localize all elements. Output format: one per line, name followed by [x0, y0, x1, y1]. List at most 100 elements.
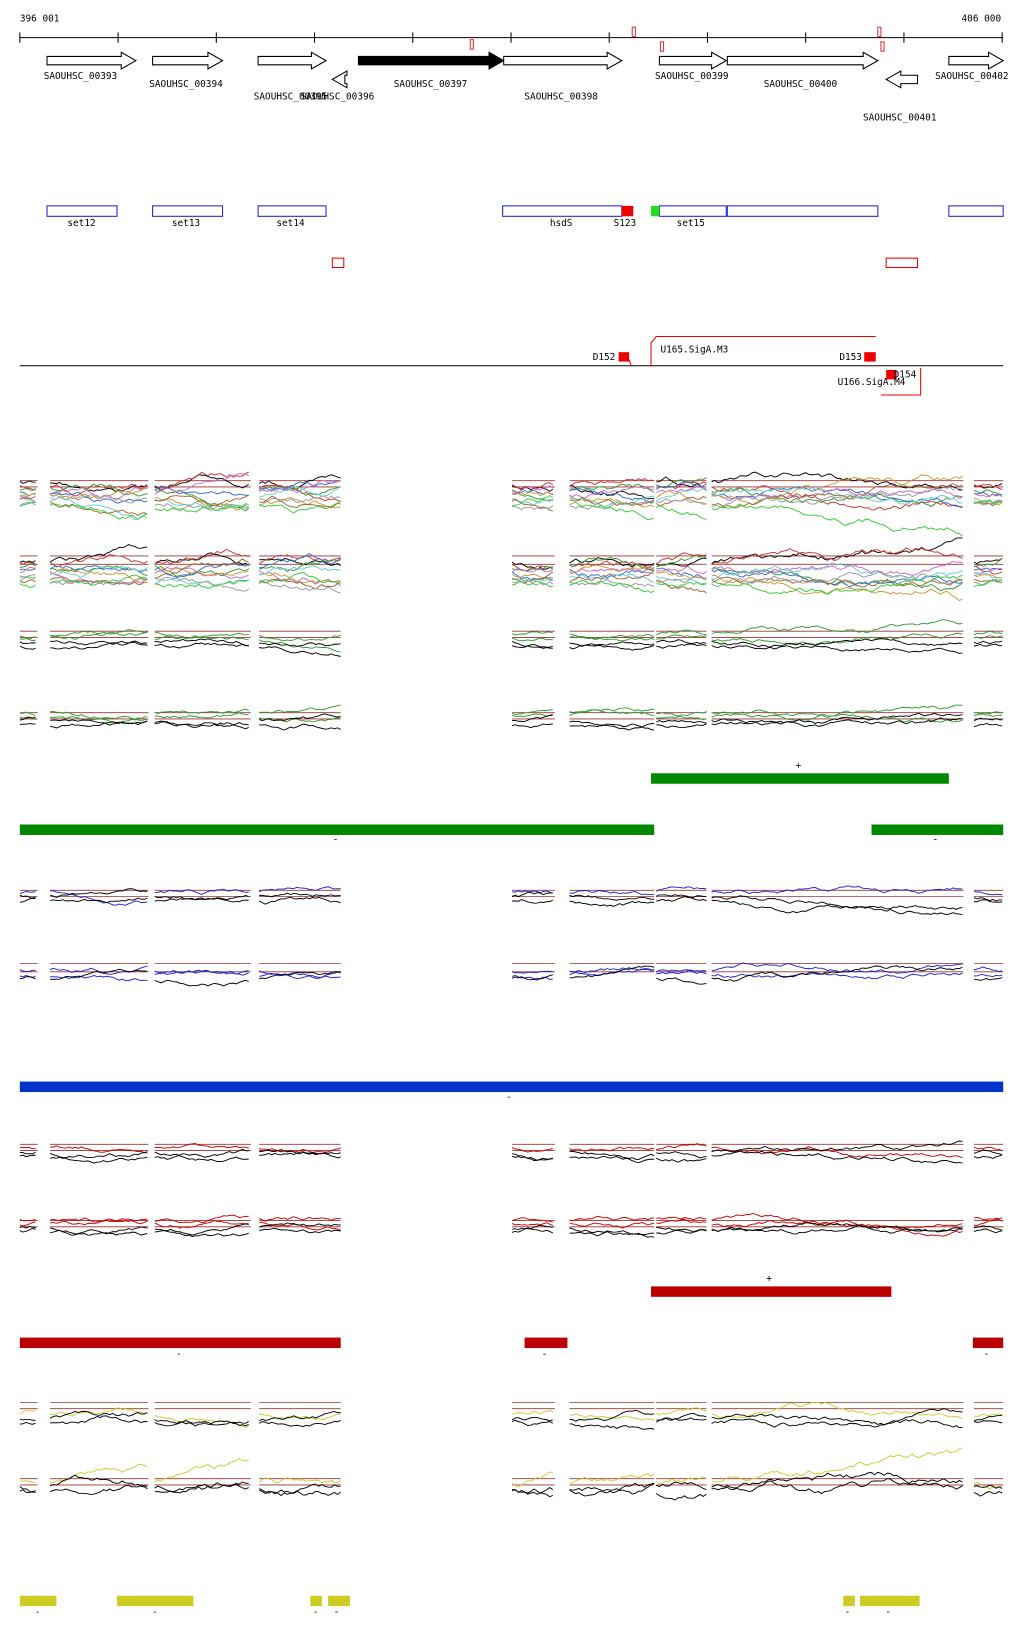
- strand-bar: [310, 1595, 322, 1607]
- gene-arrow: [658, 51, 728, 70]
- signal-line: [511, 970, 553, 974]
- signal-line: [154, 894, 249, 901]
- signal-line: [19, 579, 36, 584]
- signal-line: [511, 504, 554, 511]
- label: +: [796, 760, 802, 771]
- signal-line: [711, 1140, 963, 1153]
- signal-line: [711, 576, 963, 588]
- signal-line: [50, 1145, 148, 1154]
- label: hsdS: [550, 218, 573, 229]
- signal-line: [50, 888, 148, 898]
- signal-line: [19, 969, 36, 972]
- signal-line: [258, 896, 341, 905]
- signal-line: [154, 474, 249, 491]
- label: -: [984, 1349, 990, 1360]
- signal-line: [154, 552, 249, 566]
- signal-line: [258, 571, 341, 584]
- label: set14: [276, 218, 305, 229]
- signal-line: [19, 974, 36, 978]
- strand-bar: [871, 824, 1004, 835]
- signal-line: [711, 965, 963, 982]
- signal-line: [49, 965, 148, 975]
- gene-arrow: [948, 51, 1005, 70]
- label: 396 001: [20, 13, 60, 24]
- signal-line: [19, 894, 36, 899]
- signal-line: [259, 1149, 341, 1159]
- signal-line: [259, 892, 341, 898]
- label: SAOUHSC_00401: [863, 113, 937, 124]
- signal-line: [569, 483, 655, 493]
- strand-bar: [843, 1595, 855, 1607]
- signal-line: [711, 568, 963, 588]
- label: -: [334, 1607, 340, 1618]
- signal-line: [569, 723, 655, 731]
- signal-line: [19, 641, 36, 644]
- signal-line: [50, 1217, 148, 1223]
- signal-line: [154, 576, 249, 592]
- signal-line: [50, 629, 148, 638]
- signal-line: [50, 568, 148, 582]
- signal-line: [569, 1231, 655, 1238]
- signal-line: [259, 723, 341, 731]
- signal-line: [154, 497, 249, 511]
- signal-line: [511, 631, 553, 636]
- signal-line: [49, 544, 148, 563]
- signal-line: [258, 1216, 341, 1222]
- signal-line: [711, 471, 963, 491]
- signal-line: [154, 712, 249, 719]
- signal-line: [258, 479, 341, 494]
- signal-line: [49, 1484, 148, 1496]
- signal-line: [656, 629, 707, 636]
- signal-line: [19, 492, 36, 498]
- signal-line: [711, 1408, 963, 1428]
- signal-line: [511, 580, 553, 588]
- label: -: [313, 1607, 319, 1618]
- signal-line: [973, 1149, 1003, 1155]
- signal-line: [19, 496, 36, 500]
- signal-line: [49, 494, 148, 521]
- signal-line: [656, 720, 707, 724]
- signal-line: [19, 645, 36, 650]
- signal-line: [656, 886, 707, 892]
- signal-line: [511, 1488, 553, 1498]
- gene-arrow: [152, 51, 224, 70]
- signal-line: [973, 635, 1003, 639]
- feature-box: [257, 205, 327, 217]
- signal-line: [154, 503, 249, 513]
- signal-line: [154, 1419, 249, 1427]
- site-bracket: [650, 335, 876, 366]
- signal-line: [711, 962, 963, 974]
- signal-line: [49, 1410, 148, 1419]
- signal-line: [50, 968, 148, 980]
- signal-line: [973, 717, 1003, 722]
- signal-line: [50, 640, 148, 646]
- strand-bar: [651, 773, 949, 784]
- signal-line: [50, 719, 148, 726]
- signal-line: [973, 499, 1003, 504]
- signal-line: [711, 1401, 963, 1420]
- signal-line: [973, 1154, 1003, 1159]
- signal-line: [19, 638, 36, 642]
- signal-line: [49, 565, 148, 578]
- signal-line: [259, 1151, 341, 1156]
- label: set13: [172, 218, 200, 229]
- signal-line: [569, 477, 655, 487]
- signal-line: [655, 552, 707, 565]
- gene-arrow: [357, 51, 505, 70]
- signal-line: [511, 1224, 553, 1233]
- strand-bar: [524, 1337, 568, 1349]
- signal-line: [569, 709, 655, 717]
- label: -: [152, 1607, 158, 1618]
- label: -: [35, 1607, 41, 1618]
- signal-line: [569, 1423, 655, 1430]
- signal-line: [258, 570, 341, 587]
- signal-line: [154, 638, 249, 647]
- signal-line: [711, 1471, 963, 1489]
- signal-line: [656, 1143, 707, 1151]
- strand-bar: [651, 1286, 892, 1297]
- signal-line: [656, 486, 707, 493]
- label: -: [176, 1349, 182, 1360]
- site-mark: [469, 39, 474, 50]
- signal-line: [569, 578, 655, 589]
- label: SAOUHSC_00400: [764, 79, 838, 90]
